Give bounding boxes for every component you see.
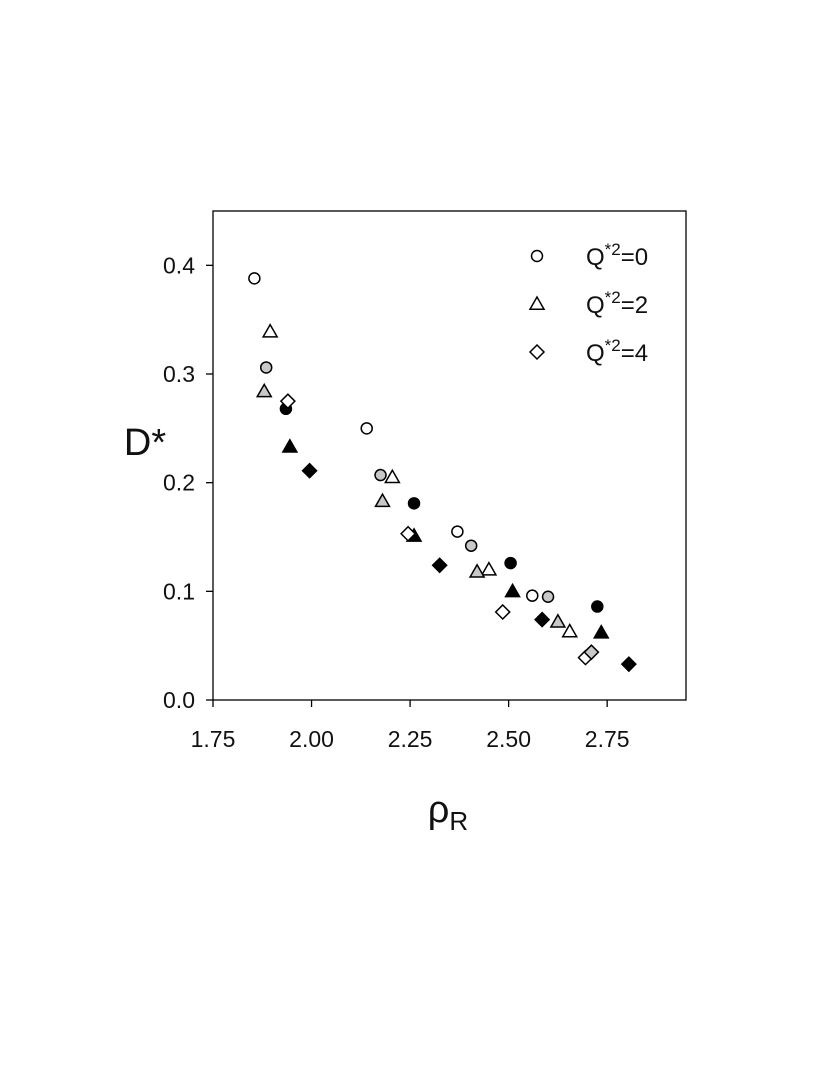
x-tick-label: 2.00 — [289, 726, 334, 752]
x-tick-label: 2.75 — [585, 726, 630, 752]
legend: Q*2=0 Q*2=2 Q*2=4 — [528, 240, 648, 367]
diamond-point — [620, 656, 637, 673]
diamond-point — [400, 525, 417, 542]
diamond-point — [301, 462, 318, 479]
circle-point — [360, 422, 373, 435]
axis-ticks: 1.75 2.00 2.25 2.50 2.75 0.0 0.1 0.2 0.3 0.4 — [163, 252, 630, 752]
y-axis-title: D* — [124, 422, 166, 464]
plot-frame — [212, 210, 687, 701]
triangle-point — [592, 624, 610, 639]
data-points — [248, 272, 637, 673]
y-tick-label: 0.1 — [163, 578, 195, 604]
legend-circle-marker — [530, 249, 544, 263]
triangle-point — [549, 613, 567, 628]
circle-point — [248, 272, 261, 285]
x-axis-subscript: R — [449, 806, 468, 836]
legend-diamond-marker — [528, 343, 546, 361]
triangle-point — [374, 492, 391, 508]
circle-point — [504, 556, 517, 570]
x-axis-title: ρR — [428, 789, 468, 836]
triangle-point — [281, 438, 299, 453]
x-tick-label: 1.75 — [191, 726, 236, 752]
legend-label: Q*2=0 — [586, 240, 648, 271]
x-axis-label: ρR — [428, 789, 468, 836]
triangle-point — [561, 623, 579, 638]
circle-point — [259, 361, 273, 374]
circle-point — [374, 468, 387, 482]
circle-point — [526, 589, 539, 602]
diamond-point — [534, 611, 551, 628]
circle-point — [591, 600, 604, 613]
triangle-point — [255, 382, 273, 398]
legend-label: Q*2=4 — [586, 336, 648, 367]
triangle-point — [261, 323, 279, 338]
y-tick-label: 0.0 — [163, 687, 195, 713]
y-tick-label: 0.3 — [163, 361, 195, 387]
triangle-point — [480, 561, 498, 576]
x-axis-symbol: ρ — [428, 789, 450, 831]
diamond-point — [494, 603, 511, 621]
y-tick-label: 0.4 — [163, 252, 195, 278]
x-tick-label: 2.50 — [486, 726, 531, 752]
diamond-point — [583, 644, 600, 661]
circle-point — [464, 539, 478, 552]
diamond-point — [431, 557, 448, 574]
circle-point — [407, 497, 421, 510]
y-tick-label: 0.2 — [163, 470, 195, 496]
legend-triangle-marker — [528, 295, 546, 310]
triangle-point — [468, 563, 486, 578]
y-axis-label: D* — [124, 422, 166, 464]
x-tick-label: 2.25 — [388, 726, 433, 752]
diamond-point — [279, 393, 296, 410]
plot-area — [212, 210, 687, 701]
circle-point — [451, 525, 464, 538]
legend-label: Q*2=2 — [586, 288, 648, 319]
circle-point — [541, 590, 555, 604]
triangle-point — [504, 582, 521, 598]
triangle-point — [384, 468, 401, 484]
